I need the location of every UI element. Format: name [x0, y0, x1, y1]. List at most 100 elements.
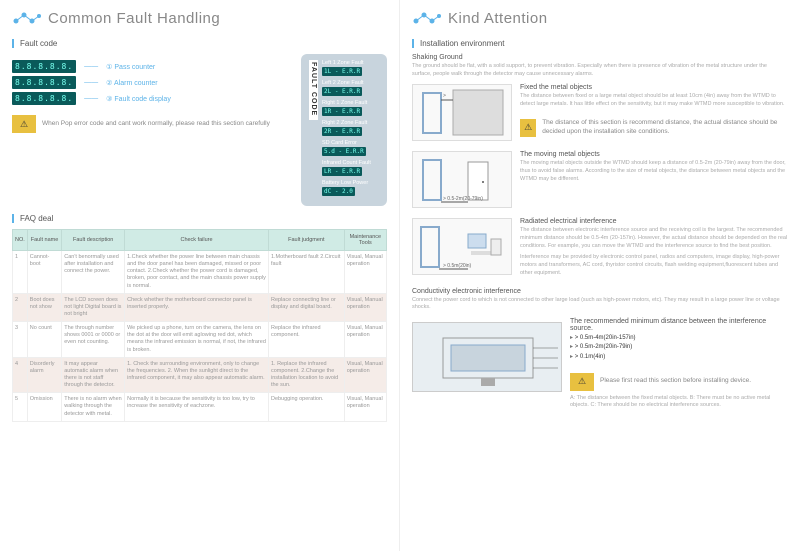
table-cell: Normally it is because the sensitivity i…: [125, 393, 269, 421]
counter-label: ① Pass counter: [106, 63, 155, 71]
faq-table: NO.Fault nameFault descriptionCheck fail…: [12, 229, 387, 422]
counter-label: ③ Fault code display: [106, 95, 171, 103]
arrow-icon: ——: [84, 63, 98, 70]
warning-icon: [520, 119, 536, 137]
table-cell: The LCD screen does not light Digital bo…: [62, 293, 125, 321]
env-desc2: Interference may be provided by electron…: [520, 254, 788, 277]
fault-item-display: 5.d - E.R.R: [322, 147, 366, 156]
table-header: Fault description: [62, 230, 125, 251]
left-header: Common Fault Handling: [12, 10, 387, 27]
shaking-title: Shaking Ground: [412, 54, 788, 61]
env-item: > 0.5-2m(20-79in) The moving metal object…: [412, 151, 788, 208]
digit-display: 8.8.8.8.8.: [12, 92, 76, 105]
table-cell: 1. Check the surrounding environment, on…: [125, 357, 269, 393]
table-cell: No count: [27, 322, 61, 358]
table-header: Maintenance Tools: [344, 230, 386, 251]
conductivity-diagram: [412, 322, 562, 392]
table-header: NO.: [13, 230, 28, 251]
counter-row: 8.8.8.8.8. —— ② Alarm counter: [12, 76, 291, 89]
table-cell: Replace the infrared component.: [268, 322, 344, 358]
env-diagram: > 0.5m(20in): [412, 218, 512, 275]
table-cell: 1. Replace the infrared component. 2.Cha…: [268, 357, 344, 393]
fault-item-title: Battery Low Power: [322, 180, 379, 186]
fault-item-display: 2L - E.R.R: [322, 87, 362, 96]
fault-item-title: Left 1 Zone Fault: [322, 60, 379, 66]
env-diagram: > 0.5-2m(20-79in): [412, 151, 512, 208]
table-cell: Omission: [27, 393, 61, 421]
fault-code-side-label: FAULT CODE: [309, 60, 318, 120]
table-cell: Can't benormally used after installation…: [62, 251, 125, 294]
table-header: Check failure: [125, 230, 269, 251]
footer-notes: A: The distance between the fixed metal …: [570, 395, 788, 410]
fault-item-display: 1L - E.R.R: [322, 67, 362, 76]
table-cell: Cannot-boot: [27, 251, 61, 294]
notice-text: Please first read this section before in…: [600, 377, 751, 385]
shaking-desc: The ground should be flat, with a solid …: [412, 63, 788, 78]
table-row: 3No countThe through number shows 0001 o…: [13, 322, 387, 358]
rec-title: The recommended minimum distance between…: [570, 318, 788, 332]
fault-item-title: Right 1 Zone Fault: [322, 100, 379, 106]
env-item-title: Fixed the metal objects: [520, 84, 788, 91]
table-cell: Visual, Manual operation: [344, 251, 386, 294]
table-row: 1Cannot-bootCan't benormally used after …: [13, 251, 387, 294]
table-cell: Visual, Manual operation: [344, 357, 386, 393]
notice-text: When Pop error code and cant work normal…: [42, 120, 270, 128]
fault-item: Battery Low PowerdC - 2.0: [322, 180, 379, 196]
table-cell: Replace connecting line or display and d…: [268, 293, 344, 321]
conductivity-desc: Connect the power cord to which is not c…: [412, 297, 788, 312]
table-cell: 1.Check whether the power line between m…: [125, 251, 269, 294]
fault-item-title: Infrared Count Fault: [322, 160, 379, 166]
digit-display: 8.8.8.8.8.: [12, 60, 76, 73]
fault-item-title: Right 2 Zone Fault: [322, 120, 379, 126]
table-cell: Visual, Manual operation: [344, 293, 386, 321]
right-title: Kind Attention: [448, 10, 548, 27]
env-item: >Fixed the metal objectsThe distance bet…: [412, 84, 788, 141]
fault-item: Left 1 Zone Fault1L - E.R.R: [322, 60, 379, 76]
arrow-icon: ——: [84, 95, 98, 102]
env-item-title: Radiated electrical interference: [520, 218, 788, 225]
fault-item-display: LR - E.R.R: [322, 167, 362, 176]
notice-box: Please first read this section before in…: [570, 373, 788, 391]
table-header: Fault judgment: [268, 230, 344, 251]
table-row: 2Boot does not showThe LCD screen does n…: [13, 293, 387, 321]
fault-code-label: Fault code: [12, 39, 387, 48]
warning-icon: [12, 115, 36, 133]
table-cell: 1.Motherboard fault 2.Circuit fault: [268, 251, 344, 294]
table-row: 5OmissionThere is no alarm when walking …: [13, 393, 387, 421]
fault-item: Right 1 Zone Fault1R - E.R.R: [322, 100, 379, 116]
fault-item-display: dC - 2.0: [322, 187, 355, 196]
table-cell: There is no alarm when walking through t…: [62, 393, 125, 421]
digit-display: 8.8.8.8.8.: [12, 76, 76, 89]
fault-item-display: 2R - E.R.R: [322, 127, 362, 136]
fault-item-title: Left 2 Zone Fault: [322, 80, 379, 86]
env-item-desc: The moving metal objects outside the WTM…: [520, 160, 788, 183]
table-cell: Disorderly alarm: [27, 357, 61, 393]
table-cell: Visual, Manual operation: [344, 322, 386, 358]
fault-item: SD Card Error5.d - E.R.R: [322, 140, 379, 156]
counter-row: 8.8.8.8.8. —— ① Pass counter: [12, 60, 291, 73]
right-header: Kind Attention: [412, 10, 788, 27]
env-item: > 0.5m(20in) Radiated electrical interfer…: [412, 218, 788, 277]
table-cell: Check whether the motherboard connector …: [125, 293, 269, 321]
left-title: Common Fault Handling: [48, 10, 220, 27]
counters: 8.8.8.8.8. —— ① Pass counter 8.8.8.8.8. …: [12, 60, 291, 105]
arrow-icon: ——: [84, 79, 98, 86]
fault-item-title: SD Card Error: [322, 140, 379, 146]
conductivity-title: Conductivity electronic interference: [412, 288, 788, 295]
faq-label: FAQ deal: [12, 214, 387, 223]
network-icon: [12, 11, 42, 27]
table-cell: 5: [13, 393, 28, 421]
table-row: 4Disorderly alarmIt may appear automatic…: [13, 357, 387, 393]
table-cell: 4: [13, 357, 28, 393]
fault-item: Right 2 Zone Fault2R - E.R.R: [322, 120, 379, 136]
notice-box: When Pop error code and cant work normal…: [12, 115, 291, 133]
env-item-title: The moving metal objects: [520, 151, 788, 158]
counter-label: ② Alarm counter: [106, 79, 157, 87]
table-cell: 1: [13, 251, 28, 294]
env-diagram: >: [412, 84, 512, 141]
counter-row: 8.8.8.8.8. —— ③ Fault code display: [12, 92, 291, 105]
table-cell: The through number shows 0001 or 0000 or…: [62, 322, 125, 358]
table-cell: Boot does not show: [27, 293, 61, 321]
fault-item: Infrared Count FaultLR - E.R.R: [322, 160, 379, 176]
table-cell: Debugging operation.: [268, 393, 344, 421]
